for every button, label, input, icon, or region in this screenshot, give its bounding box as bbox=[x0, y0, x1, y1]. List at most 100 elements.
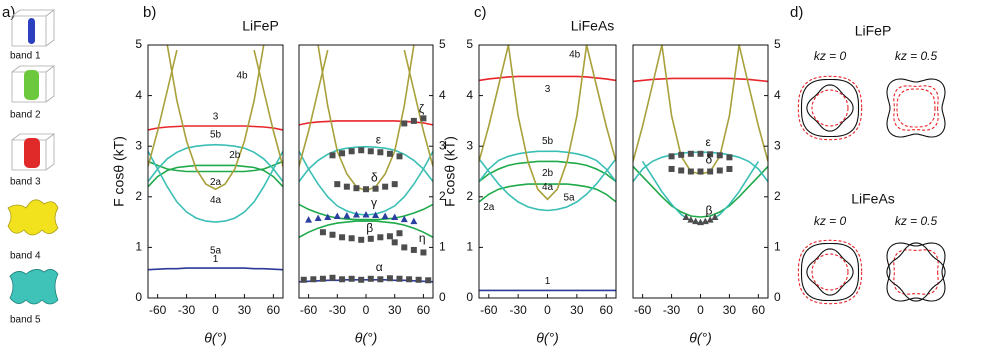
y-tick-label: 0 bbox=[439, 290, 446, 304]
band-label: 2a bbox=[210, 177, 222, 188]
chart: θ(°) -60 -30 0 30 60 0 1 2 3 4 5 εδ β bbox=[632, 37, 781, 346]
y-tick-label: 1 bbox=[439, 240, 446, 254]
x-tick-label: 30 bbox=[388, 303, 402, 317]
data-point bbox=[386, 275, 393, 282]
data-point bbox=[381, 212, 389, 220]
data-point bbox=[401, 244, 408, 251]
data-point bbox=[377, 149, 384, 156]
orbit-label: α bbox=[376, 260, 383, 274]
data-point bbox=[348, 235, 355, 242]
y-tick-label: 2 bbox=[774, 189, 781, 203]
x-tick-label: -60 bbox=[300, 303, 318, 317]
x-tick-label: 60 bbox=[417, 303, 431, 317]
x-tick-label: -30 bbox=[509, 303, 527, 317]
panel-label: c) bbox=[474, 4, 487, 21]
orbit-label: β bbox=[366, 221, 373, 235]
data-point bbox=[668, 165, 675, 172]
band-curve bbox=[148, 143, 283, 183]
band-label: 4a bbox=[542, 182, 554, 193]
y-tick-label: 5 bbox=[135, 37, 142, 51]
data-point bbox=[726, 165, 733, 172]
data-point bbox=[333, 212, 341, 220]
x-axis-label: θ(°) bbox=[689, 330, 712, 346]
contour bbox=[800, 78, 860, 138]
data-point bbox=[300, 276, 307, 283]
data-point bbox=[339, 150, 346, 157]
band-label: 2b bbox=[229, 150, 241, 161]
band-curve bbox=[299, 279, 433, 283]
plot-area bbox=[299, 45, 433, 284]
band-label: 5a bbox=[564, 193, 576, 204]
x-tick-label: 60 bbox=[267, 303, 281, 317]
contour bbox=[896, 88, 936, 128]
band-label: band 1 bbox=[10, 51, 41, 62]
data-point bbox=[377, 234, 384, 241]
data-point bbox=[415, 276, 422, 283]
data-point bbox=[343, 212, 351, 219]
band-label: band 4 bbox=[10, 251, 41, 262]
data-point bbox=[382, 183, 389, 190]
orbit-label: η bbox=[419, 231, 426, 245]
data-point bbox=[697, 168, 704, 175]
band-label: 5b bbox=[210, 129, 222, 140]
band-curve bbox=[317, 45, 415, 192]
band-label: 1 bbox=[213, 254, 219, 265]
band2-surface bbox=[24, 70, 39, 100]
plot-area bbox=[479, 45, 616, 292]
contour-title: LiFeAs bbox=[851, 191, 895, 207]
data-point bbox=[358, 236, 365, 243]
band-curve bbox=[633, 77, 768, 83]
data-point bbox=[711, 213, 719, 221]
orbit-label: ζ bbox=[419, 102, 425, 116]
fermi-surfaces: a) band 1 band 2 band 3 band 4 band 5 bbox=[2, 4, 59, 326]
band-label: band 5 bbox=[10, 315, 41, 326]
chart: θ(°) -60 -30 0 30 60 0 1 2 3 4 5 α βγδ ε ζ η bbox=[298, 37, 446, 346]
contour bbox=[797, 239, 863, 305]
data-point bbox=[324, 213, 332, 221]
band-label: 4b bbox=[237, 71, 249, 82]
data-point bbox=[367, 235, 374, 242]
contour bbox=[800, 242, 860, 302]
data-point bbox=[377, 276, 384, 283]
data-point bbox=[329, 274, 336, 281]
data-point bbox=[358, 147, 365, 154]
data-point bbox=[314, 214, 322, 222]
plot-area bbox=[633, 45, 768, 226]
data-point bbox=[386, 233, 393, 240]
x-tick-label: -60 bbox=[634, 303, 652, 317]
data-point bbox=[716, 152, 723, 159]
data-point bbox=[396, 230, 403, 237]
panel-label: d) bbox=[790, 4, 803, 21]
band-curve bbox=[148, 125, 283, 131]
contour bbox=[806, 248, 854, 296]
band-label: 5b bbox=[542, 136, 554, 147]
band-curve bbox=[479, 45, 616, 162]
data-point bbox=[391, 181, 398, 188]
band-label: band 3 bbox=[10, 177, 41, 188]
orbit-label: ε bbox=[376, 132, 382, 146]
band5-surface bbox=[9, 269, 59, 305]
data-point bbox=[343, 183, 350, 190]
y-tick-label: 5 bbox=[466, 37, 473, 51]
band-curve bbox=[479, 75, 616, 82]
chart-title: LiFeAs bbox=[571, 18, 615, 34]
data-point bbox=[707, 168, 714, 175]
y-tick-label: 4 bbox=[135, 88, 142, 102]
y-tick-label: 0 bbox=[774, 290, 781, 304]
y-tick-label: 2 bbox=[466, 189, 473, 203]
contour bbox=[886, 242, 946, 302]
data-point bbox=[400, 215, 408, 223]
data-point bbox=[367, 275, 374, 282]
data-point bbox=[716, 167, 723, 174]
band-label: 3 bbox=[545, 84, 551, 95]
band-curve bbox=[299, 49, 433, 167]
y-tick-label: 4 bbox=[439, 88, 446, 102]
kz-label: kz = 0.5 bbox=[895, 214, 938, 228]
x-tick-label: 60 bbox=[752, 303, 766, 317]
band-curve bbox=[148, 150, 283, 223]
contour bbox=[886, 242, 946, 302]
band-curve bbox=[479, 158, 616, 212]
data-point bbox=[706, 216, 714, 223]
data-point bbox=[319, 229, 326, 236]
